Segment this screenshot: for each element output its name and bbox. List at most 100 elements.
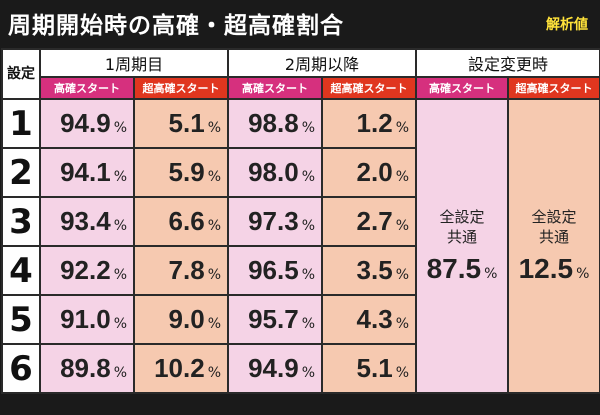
value-cell: 94.9% <box>39 98 135 149</box>
setting-number: 2 <box>1 147 41 198</box>
value-text: 92.2 <box>60 255 111 285</box>
value-cell: 89.8% <box>39 343 135 394</box>
percent-unit: % <box>207 365 221 381</box>
value-cell: 3.5% <box>321 245 417 296</box>
value-cell: 96.5% <box>227 245 323 296</box>
value-cell: 94.1% <box>39 147 135 198</box>
value-text: 94.9 <box>60 108 111 138</box>
percent-unit: % <box>395 120 409 136</box>
percent-unit: % <box>395 218 409 234</box>
value-text: 4.3 <box>356 304 393 334</box>
col-first-cycle-header: 1周期目 <box>39 48 229 78</box>
change-high-value: 87.5 <box>426 253 482 284</box>
value-text: 91.0 <box>60 304 111 334</box>
value-text: 9.0 <box>168 304 205 334</box>
sub-high-start-3: 高確スタート <box>415 76 509 100</box>
percent-unit: % <box>207 267 221 283</box>
value-cell: 95.7% <box>227 294 323 345</box>
col-setting-change-header: 設定変更時 <box>414 48 600 78</box>
common-label: 共通 <box>446 228 477 246</box>
percent-unit: % <box>301 316 315 332</box>
percent-unit: % <box>207 316 221 332</box>
percent-unit: % <box>207 169 221 185</box>
percent-unit: % <box>113 120 127 136</box>
title-bar: 周期開始時の高確・超高確割合 解析値 <box>0 0 600 46</box>
percent-unit: % <box>113 267 127 283</box>
percent-unit: % <box>301 267 315 283</box>
sub-super-start-3: 超高確スタート <box>506 76 600 100</box>
table-row: 2 94.1% 5.9% 98.0% 2.0% <box>1 147 600 198</box>
page-title: 周期開始時の高確・超高確割合 <box>8 13 344 39</box>
col-later-cycle-header: 2周期以降 <box>227 48 417 78</box>
setting-change-high-cell: 全設定 共通 87.5% <box>415 98 509 394</box>
value-cell: 4.3% <box>321 294 417 345</box>
sub-super-start-2: 超高確スタート <box>321 76 417 100</box>
value-cell: 97.3% <box>227 196 323 247</box>
all-settings-label: 全設定 <box>531 208 577 226</box>
sub-high-start-1: 高確スタート <box>39 76 135 100</box>
percent-unit: % <box>395 169 409 185</box>
value-text: 98.0 <box>248 157 299 187</box>
table-row: 1 94.9% 5.1% 98.8% 1.2% 全設定 共通 87.5% 全設定… <box>1 98 600 394</box>
value-text: 5.1 <box>168 108 205 138</box>
value-cell: 6.6% <box>133 196 229 247</box>
value-text: 1.2 <box>356 108 393 138</box>
percent-unit: % <box>301 218 315 234</box>
value-text: 7.8 <box>168 255 205 285</box>
value-cell: 98.8% <box>227 98 323 149</box>
setting-number: 5 <box>1 294 41 345</box>
settei-header-text: 設定 <box>7 66 35 82</box>
table-row: 4 92.2% 7.8% 96.5% 3.5% <box>1 245 600 296</box>
percent-unit: % <box>395 316 409 332</box>
value-cell: 91.0% <box>39 294 135 345</box>
value-text: 2.0 <box>356 157 393 187</box>
value-cell: 93.4% <box>39 196 135 247</box>
value-cell: 94.9% <box>227 343 323 394</box>
value-cell: 5.9% <box>133 147 229 198</box>
value-cell: 2.0% <box>321 147 417 198</box>
table-row: 6 89.8% 10.2% 94.9% 5.1% <box>1 343 600 394</box>
percent-unit: % <box>113 316 127 332</box>
settei-header: 設定 <box>1 48 41 100</box>
analysis-badge: 解析値 <box>546 17 588 33</box>
percent-unit: % <box>395 267 409 283</box>
percent-unit: % <box>113 365 127 381</box>
setting-number: 1 <box>1 98 41 149</box>
percent-unit: % <box>113 169 127 185</box>
value-cell: 5.1% <box>321 343 417 394</box>
value-text: 89.8 <box>60 353 111 383</box>
value-text: 96.5 <box>248 255 299 285</box>
table-row: 5 91.0% 9.0% 95.7% 4.3% <box>1 294 600 345</box>
value-text: 94.9 <box>248 353 299 383</box>
percent-unit: % <box>113 218 127 234</box>
value-text: 95.7 <box>248 304 299 334</box>
percent-unit: % <box>207 218 221 234</box>
change-super-value: 12.5 <box>518 253 574 284</box>
percent-unit: % <box>301 169 315 185</box>
setting-number: 4 <box>1 245 41 296</box>
value-cell: 10.2% <box>133 343 229 394</box>
value-text: 5.9 <box>168 157 205 187</box>
value-cell: 98.0% <box>227 147 323 198</box>
percent-unit: % <box>301 365 315 381</box>
setting-number: 6 <box>1 343 41 394</box>
all-settings-label: 全設定 <box>439 208 485 226</box>
value-text: 98.8 <box>248 108 299 138</box>
value-text: 2.7 <box>356 206 393 236</box>
value-text: 10.2 <box>154 353 205 383</box>
value-text: 3.5 <box>356 255 393 285</box>
value-cell: 9.0% <box>133 294 229 345</box>
percent-unit: % <box>207 120 221 136</box>
value-cell: 1.2% <box>321 98 417 149</box>
value-text: 93.4 <box>60 206 111 236</box>
value-text: 5.1 <box>356 353 393 383</box>
value-cell: 2.7% <box>321 196 417 247</box>
percent-unit: % <box>576 266 590 282</box>
table-row: 3 93.4% 6.6% 97.3% 2.7% <box>1 196 600 247</box>
value-text: 6.6 <box>168 206 205 236</box>
sub-high-start-2: 高確スタート <box>227 76 323 100</box>
sub-super-start-1: 超高確スタート <box>133 76 229 100</box>
percent-unit: % <box>484 266 498 282</box>
common-label: 共通 <box>539 228 570 246</box>
value-text: 97.3 <box>248 206 299 236</box>
